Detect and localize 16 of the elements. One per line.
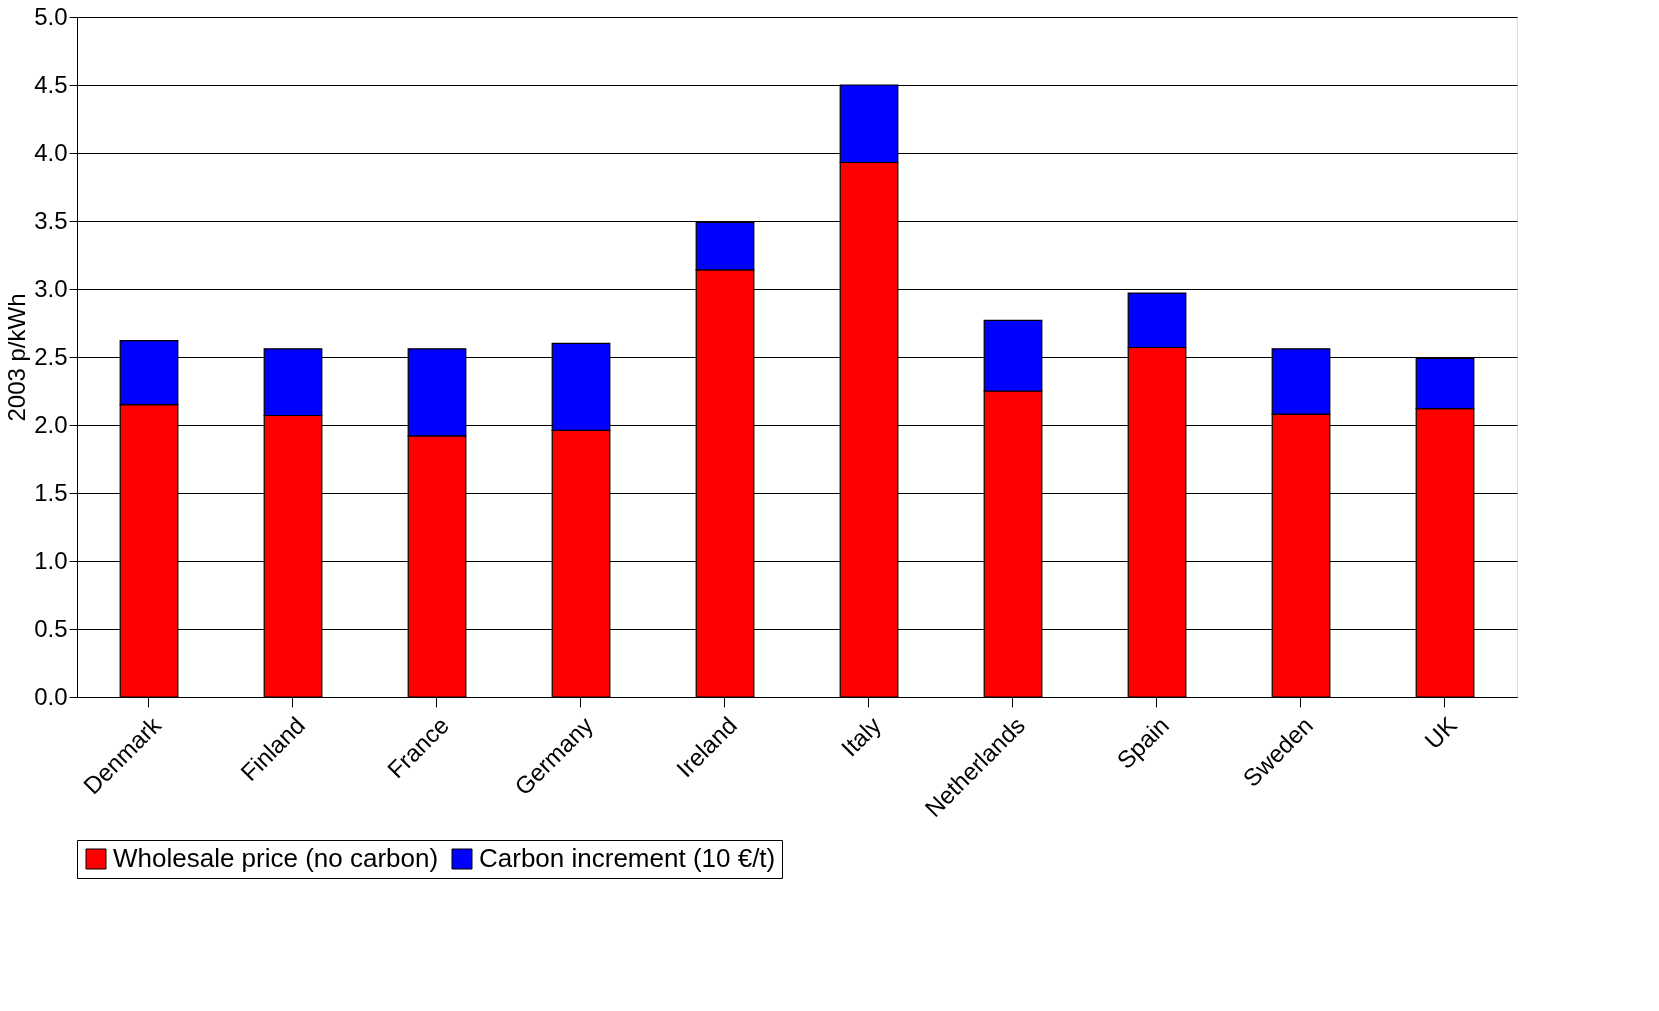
legend-label: Wholesale price (no carbon) (113, 843, 439, 873)
y-tick-label: 1.0 (34, 546, 68, 574)
y-tick-label: 4.0 (34, 138, 68, 166)
y-tick-label: 2.5 (34, 342, 68, 370)
y-axis-title: 2003 p/kWh (3, 293, 31, 422)
y-tick-label: 5.0 (34, 2, 68, 30)
y-tick-label: 3.5 (34, 206, 68, 234)
y-tick-label: 0.5 (34, 614, 68, 642)
y-tick-label: 2.0 (34, 410, 68, 438)
legend-label: Carbon increment (10 €/t) (479, 843, 776, 873)
y-tick-label: 0.0 (34, 682, 68, 710)
x-tick-label: Italy (835, 711, 886, 762)
y-tick-label: 1.5 (34, 478, 68, 506)
y-tick-label: 3.0 (34, 274, 68, 302)
y-tick-label: 4.5 (34, 70, 68, 98)
x-tick-label: UK (1419, 711, 1462, 755)
